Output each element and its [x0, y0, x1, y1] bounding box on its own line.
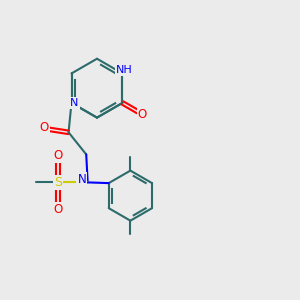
Text: O: O	[40, 121, 49, 134]
Text: N: N	[70, 98, 79, 108]
Text: O: O	[54, 203, 63, 216]
Text: N: N	[77, 173, 86, 186]
Text: O: O	[138, 108, 147, 121]
Text: O: O	[54, 149, 63, 162]
Text: NH: NH	[116, 65, 132, 76]
Text: S: S	[54, 176, 62, 189]
